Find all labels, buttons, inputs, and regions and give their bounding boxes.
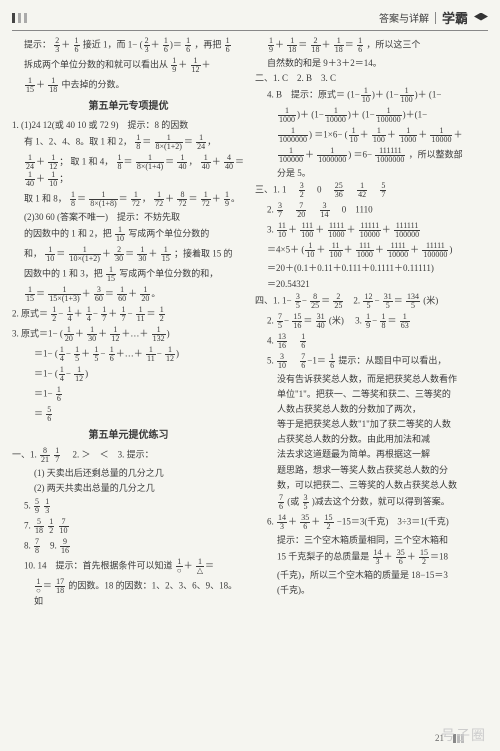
text-line: (2) 两天共卖出总量的几分之几 (12, 482, 245, 494)
text-line: 10. 14 提示：首先根据条件可以知道 1○＋ 1△＝ (12, 558, 245, 575)
text-line: 4. 1316 16 (255, 333, 488, 350)
left-column: 提示： 23＋ 16 接近 1，而 1− (23＋ 16)＝ 16 ，再把 16… (12, 37, 245, 730)
text-line: 人数占获奖总人数的分数加了两次， (255, 403, 488, 415)
text-line: 有 1、2、4、8。取 1 和 2， 18＝ 18×(1+2)＝ 124， (12, 134, 245, 151)
text-line: 3. 原式＝1− (120＋ 130＋ 112＋…＋ 1132) (12, 326, 245, 343)
text-line: 提示： 23＋ 16 接近 1，而 1− (23＋ 16)＝ 16 ，再把 16 (12, 37, 245, 54)
text-line: 11000000) ＝1×6− (110＋ 1100＋ 11000＋ 11000… (255, 127, 488, 144)
text-line: 115＝ 115×(1+3)＋ 360＝ 160＋ 120。 (12, 286, 245, 303)
text-line: 自然数的和是 9＋3＋2＝14。 (255, 57, 488, 69)
text-line: 四、1. 1− 35− 825＝ 225 2. 125− 315＝ 1345 (… (255, 293, 488, 310)
header-brand: 学霸 (442, 8, 468, 27)
text-line: 1. (1)24 12(或 40 10 或 72 9) 提示：8 的因数 (12, 119, 245, 131)
text-line: ＝1− 16 (12, 386, 245, 403)
text-line: 没有告诉获奖总人数，而是把获奖总人数看作 (255, 373, 488, 385)
graduation-cap-icon (474, 13, 488, 23)
text-line: 6. 143＋ 356＋ 152 −15＝3(千克) 3÷3＝1(千克) (255, 514, 488, 531)
text-line: 的因数中的 1 和 2，把 110 写成两个单位分数的 (12, 226, 245, 243)
text-line: ＝4×5＋ (110＋ 11100＋ 1111000＋ 111110000＋ 1… (255, 242, 488, 259)
text-line: 二、1. C 2. B 3. C (255, 72, 488, 84)
text-line: 76 (或 35 )减去这个分数，就可以得到答案。 (255, 494, 488, 511)
text-line: 2. 原式＝ 12− 14＋ 14− 17＋ 17− 111＝ 12 (12, 306, 245, 323)
header-right: 答案与详解 学霸 (379, 8, 488, 27)
text-line: 3. 1110＋ 111100＋ 11111000＋ 1111110000＋ 1… (255, 222, 488, 239)
header-left-deco (12, 13, 28, 23)
text-line: 数，可以把获二、三等奖的人数占获奖总人数 (255, 479, 488, 491)
text-line: 2. 75− 1516＝ 3140 (米) 3. 19− 18＝ 163 (255, 313, 488, 330)
text-line: 法去求这道题最为简单。再根据这一解 (255, 448, 488, 460)
text-line: 取 1 和 8， 18＝ 18×(1+8)＝ 172， 172＋ 872＝ 17… (12, 191, 245, 208)
text-line: 单位"1"。把获一、二等奖和获二、三等奖的 (255, 388, 488, 400)
text-line: (千克)，所以三个空木箱的质量是 18−15＝3 (255, 569, 488, 581)
text-line: 占获奖总人数的分数。由此用加法和减 (255, 433, 488, 445)
text-line: 4. B 提示：原式＝ (1−110)＋ (1−1100)＋ (1− (255, 87, 488, 104)
text-line: 5. 59 13 (12, 498, 245, 515)
text-line: 124＋ 112； 取 1 和 4， 18＝ 18×(1+4)＝ 140， 14… (12, 154, 245, 188)
section-title: 第五单元提优练习 (12, 429, 245, 443)
text-line: ＝ 56 (12, 406, 245, 423)
right-column: 19＋ 118＝ 218＋ 118＝ 16 ，所以这三个 自然数的和是 9＋3＋… (255, 37, 488, 730)
text-line: 分是 5。 (255, 167, 488, 179)
text-line: 1○＝ 1718 的因数。18 的因数：1、2、3、6、9、18。如 (12, 578, 245, 607)
text-line: 7. 518 12 710 (12, 518, 245, 535)
watermark: 号子圈 (441, 725, 486, 745)
text-line: ＝20＋(0.1＋0.11＋0.111＋0.1111＋0.11111) (255, 262, 488, 274)
text-line: 一、1. 821 17 2. ＞ ＜ 3. 提示： (12, 447, 245, 464)
text-line: 1100000＋ 11000000) ＝6− 1111111000000 ，所以… (255, 147, 488, 164)
page: 答案与详解 学霸 提示： 23＋ 16 接近 1，而 1− (23＋ 16)＝ … (0, 0, 500, 751)
section-title: 第五单元专项提优 (12, 100, 245, 114)
text-line: 11000)＋ (1−110000)＋ (1−1100000)＋(1− (255, 107, 488, 124)
page-header: 答案与详解 学霸 (12, 8, 488, 31)
text-line: 提示：三个空木箱质量相同，三个空木箱和 (255, 534, 488, 546)
text-line: 2. 37 720 314 0 1110 (255, 202, 488, 219)
content-columns: 提示： 23＋ 16 接近 1，而 1− (23＋ 16)＝ 16 ，再把 16… (12, 37, 488, 730)
text-line: 和， 110＝ 110×(1+2)＋ 230＝ 130＋ 115 ；接着取 15… (12, 246, 245, 263)
text-line: 等于是把获奖总人数"1"加了获二等奖的人数 (255, 418, 488, 430)
text-line: ＝20.54321 (255, 278, 488, 290)
text-line: 三、1. 1 32 0 2536 142 57 (255, 182, 488, 199)
text-line: 5. 310 76−1＝ 16 提示：从题目中可以看出， (255, 353, 488, 370)
text-line: 8. 78 9. 916 (12, 538, 245, 555)
text-line: ＝1− (14− 112) (12, 366, 245, 383)
text-line: 因数中的 1 和 3，把 115 写成两个单位分数的和， (12, 266, 245, 283)
text-line: ＝1− (14− 15＋ 15− 16＋…＋ 111− 112) (12, 346, 245, 363)
text-line: (千克)。 (255, 584, 488, 596)
text-line: (2)30 60 (答案不唯一) 提示：不妨先取 (12, 211, 245, 223)
text-line: 拆成两个单位分数的和就可以看出从 19＋ 112＋ (12, 57, 245, 74)
header-title: 答案与详解 (379, 10, 429, 25)
text-line: 题思路，想求一等奖人数占获奖总人数的分 (255, 464, 488, 476)
text-line: 15 千克梨子的总质量是 143＋ 356＋ 152＝18 (255, 549, 488, 566)
text-line: 115＋ 118 中去掉的分数。 (12, 77, 245, 94)
text-line: 19＋ 118＝ 218＋ 118＝ 16 ，所以这三个 (255, 37, 488, 54)
text-line: (1) 天卖出后还剩总量的几分之几 (12, 467, 245, 479)
